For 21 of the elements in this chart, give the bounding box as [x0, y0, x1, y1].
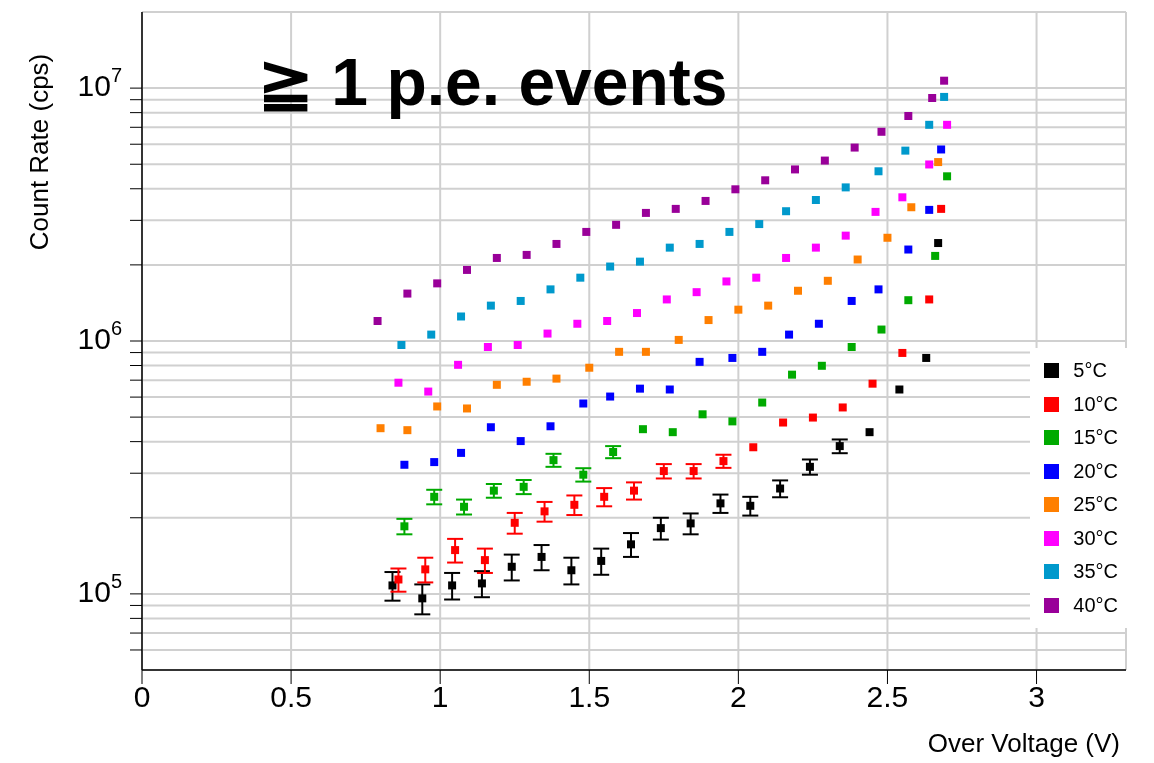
x-axis-title: Over Voltage (V) — [927, 728, 1120, 758]
legend-label: 15°C — [1073, 426, 1118, 450]
x-tick-label: 0 — [133, 680, 151, 714]
legend-label: 20°C — [1073, 459, 1118, 483]
legend-label: 5°C — [1073, 359, 1107, 383]
legend-label: 10°C — [1073, 392, 1118, 416]
x-tick-label: 2 — [730, 680, 747, 714]
legend-label: 25°C — [1073, 493, 1118, 517]
x-tick-label: 0.5 — [270, 680, 312, 714]
y-tick-label: 10$^{6}$ — [77, 317, 122, 355]
y-axis-title: Count Rate (cps) — [24, 53, 54, 251]
x-tick-label: 3 — [1028, 680, 1045, 714]
y-tick-label: 10$^{7}$ — [77, 64, 122, 103]
x-tick-label: 1 — [431, 680, 449, 714]
legend-label: 35°C — [1073, 560, 1118, 584]
x-tick-label: 1.5 — [568, 680, 611, 714]
legend-label: 30°C — [1073, 526, 1118, 550]
text: ≧ 1 p.e. events — [258, 44, 728, 121]
legend-label: 40°C — [1073, 593, 1118, 617]
y-tick-label: 10$^{5}$ — [77, 570, 122, 608]
x-tick-label: 2.5 — [866, 680, 909, 714]
